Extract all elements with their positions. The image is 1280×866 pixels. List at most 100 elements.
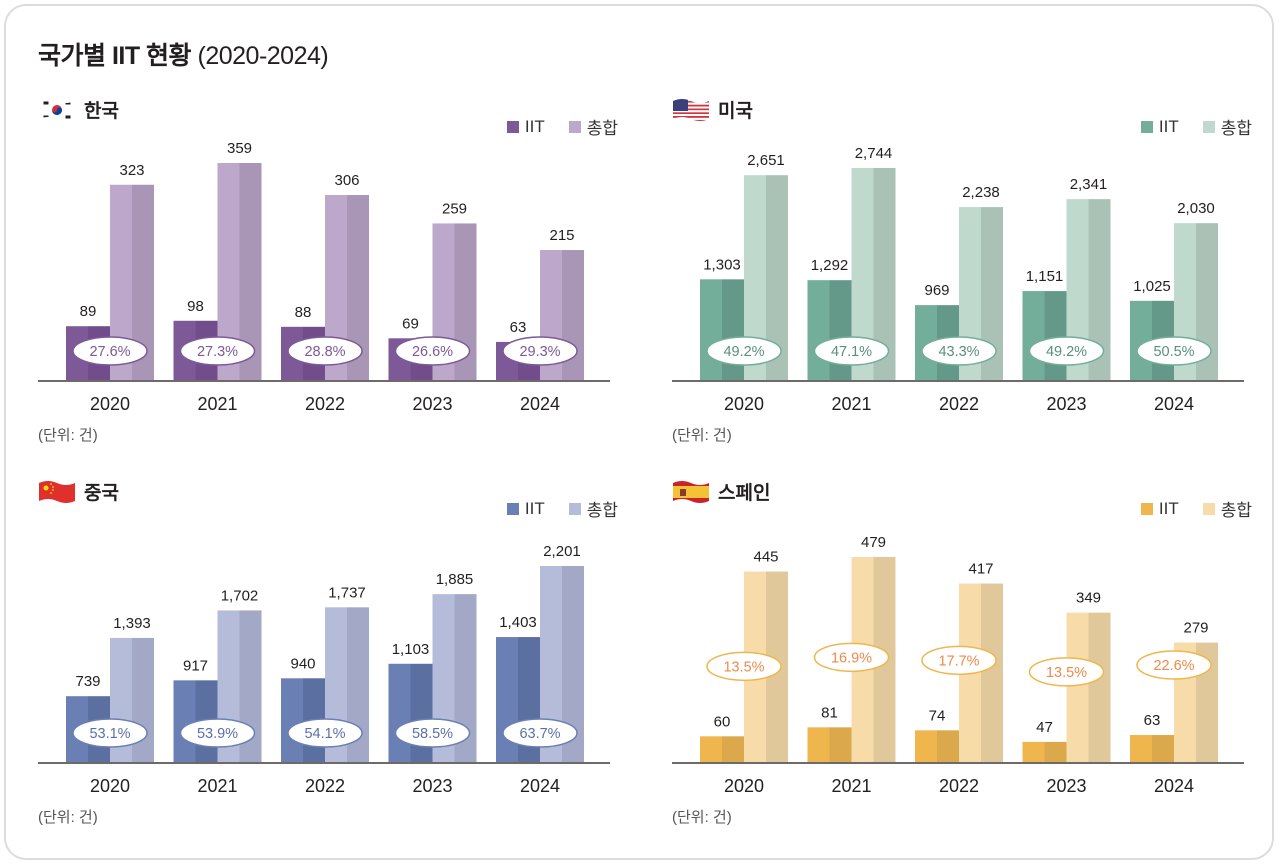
x-tick-label: 2020	[90, 776, 130, 796]
chart-legend: IIT 총합	[1127, 496, 1252, 521]
china-flag-icon	[39, 480, 75, 503]
legend-item-iit: IIT	[506, 498, 545, 519]
x-tick-label: 2023	[412, 394, 452, 414]
value-label-iit: 1,303	[703, 256, 741, 273]
ratio-label: 29.3%	[519, 344, 560, 360]
value-label-total: 306	[334, 172, 359, 189]
ratio-label: 63.7%	[519, 726, 560, 742]
legend-swatch-total	[568, 502, 581, 515]
bar-total-2024	[540, 566, 562, 762]
value-label-total: 323	[119, 162, 144, 179]
ratio-label: 26.6%	[412, 344, 453, 360]
x-tick-label: 2022	[305, 776, 345, 796]
value-label-iit: 739	[75, 673, 100, 690]
value-label-total: 2,651	[747, 152, 785, 169]
legend-swatch-total	[568, 120, 581, 133]
legend-label-iit: IIT	[1158, 116, 1179, 136]
ratio-label: 43.3%	[938, 344, 979, 360]
legend-label-total: 총합	[1220, 119, 1252, 138]
bar-total-2023	[1066, 612, 1089, 762]
unit-note: (단위: 건)	[38, 427, 98, 444]
bar-total-2021	[217, 163, 240, 380]
x-tick-label: 2024	[1154, 394, 1194, 414]
x-tick-label: 2021	[831, 776, 871, 796]
bar-iit-2023	[1022, 741, 1045, 762]
ratio-label: 53.9%	[197, 726, 238, 742]
legend-label-iit: IIT	[524, 498, 545, 518]
value-label-total: 445	[753, 549, 778, 566]
ratio-label: 50.5%	[1153, 344, 1194, 360]
ratio-label: 13.5%	[723, 659, 764, 675]
bar-total-shade-2023	[1088, 199, 1111, 380]
country-heading: 미국	[672, 96, 753, 123]
value-label-iit: 969	[924, 282, 949, 299]
x-tick-label: 2024	[520, 394, 560, 414]
ratio-badge	[72, 718, 148, 748]
bar-iit-2022	[915, 305, 937, 380]
legend-item-total: 총합	[1202, 114, 1252, 139]
page-title: 국가별 IIT 현황 (2020-2024)	[38, 36, 329, 72]
country-heading: 스페인	[672, 478, 770, 505]
value-label-total: 2,030	[1177, 200, 1215, 217]
bar-chart: 1,303 2,651 49.2% 2020 1,292 2,744 47.1% 2021 96…	[672, 145, 1244, 414]
value-label-iit: 1,151	[1026, 268, 1064, 285]
legend-label-total: 총합	[586, 119, 618, 138]
value-label-total: 1,885	[436, 571, 474, 588]
value-label-total: 1,393	[113, 615, 151, 632]
value-label-total: 349	[1076, 590, 1101, 607]
value-label-iit: 98	[187, 298, 204, 315]
bar-total-shade-2021	[239, 163, 262, 380]
x-tick-label: 2022	[939, 394, 979, 414]
value-label-total: 479	[861, 534, 886, 551]
bar-iit-2020	[700, 736, 722, 762]
bar-total-2023	[1066, 199, 1089, 380]
legend-label-iit: IIT	[524, 116, 545, 136]
china-flag-icon	[38, 479, 76, 505]
value-label-iit: 89	[80, 303, 97, 320]
ratio-badge	[1028, 336, 1105, 366]
bar-chart: 60 445 13.5% 2020 81 479 16.9% 2021 74 417 17.7% 20…	[672, 534, 1244, 796]
value-label-iit: 1,292	[811, 257, 849, 274]
value-label-total: 2,744	[855, 145, 893, 162]
bar-iit-2021	[807, 280, 830, 380]
bar-iit-shade-2024	[1152, 735, 1174, 762]
chart-panel-korea: 한국 IIT 총합 89 323 27.6% 2020 98 359 27.3% 2021 88 306…	[38, 96, 618, 476]
bar-total-shade-2022	[981, 583, 1003, 762]
unit-note: (단위: 건)	[38, 809, 98, 826]
ratio-badge	[287, 336, 363, 366]
legend-item-total: 총합	[568, 114, 618, 139]
legend-swatch-total	[1202, 120, 1215, 133]
x-tick-label: 2021	[197, 776, 237, 796]
bar-total-shade-2021	[873, 168, 896, 380]
bar-iit-shade-2021	[829, 727, 852, 762]
x-tick-label: 2023	[1046, 394, 1086, 414]
bar-total-shade-2023	[454, 594, 477, 762]
ratio-badge	[1136, 336, 1212, 366]
ratio-label: 28.8%	[304, 344, 345, 360]
bar-iit-2021	[173, 680, 196, 762]
usa-flag-icon	[673, 98, 709, 121]
value-label-total: 215	[549, 227, 574, 244]
title-years: (2020-2024)	[197, 42, 329, 70]
bar-total-shade-2024	[562, 566, 584, 762]
bar-total-shade-2022	[981, 207, 1003, 380]
value-label-iit: 940	[290, 655, 315, 672]
value-label-iit: 63	[510, 319, 527, 336]
value-label-total: 2,341	[1070, 176, 1108, 193]
ratio-badge	[921, 336, 997, 366]
chart-legend: IIT 총합	[1127, 114, 1252, 139]
ratio-badge	[502, 718, 578, 748]
bar-total-2022	[325, 195, 347, 380]
ratio-label: 58.5%	[412, 726, 453, 742]
value-label-iit: 88	[295, 304, 312, 321]
ratio-badge	[502, 336, 578, 366]
ratio-label: 13.5%	[1046, 665, 1087, 681]
bar-total-2020	[744, 175, 766, 380]
value-label-total: 1,702	[221, 587, 259, 604]
legend-item-iit: IIT	[506, 116, 545, 137]
value-label-total: 2,238	[962, 184, 1000, 201]
value-label-total: 1,737	[328, 584, 366, 601]
ratio-badge	[287, 718, 363, 748]
ratio-badge	[813, 642, 890, 673]
legend-swatch-iit	[506, 502, 519, 515]
